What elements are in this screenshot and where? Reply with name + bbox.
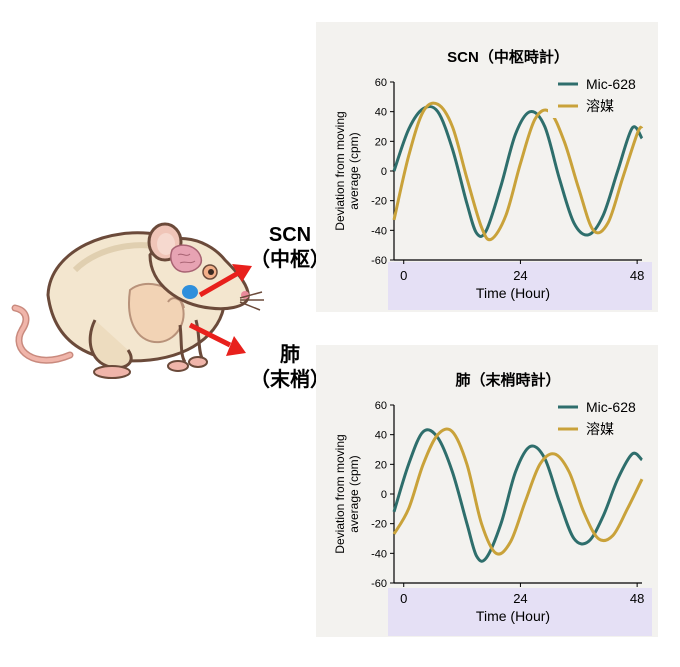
y-tick-label: 40: [375, 430, 387, 442]
y-tick-label: -20: [371, 196, 387, 208]
series-line: [392, 105, 644, 238]
series-line: [392, 428, 644, 563]
y-tick-label: -40: [371, 548, 387, 560]
y-tick-label: 60: [375, 400, 387, 412]
scn-sublabel: （中枢）: [250, 249, 330, 271]
legend-label: 溶媒: [586, 98, 614, 114]
y-tick-label: 20: [375, 136, 387, 148]
x-axis-label: Time (Hour): [476, 608, 550, 624]
y-tick-label: -60: [371, 255, 387, 267]
y-tick-label: 0: [381, 489, 387, 501]
y-axis-label: Deviation from moving: [333, 111, 347, 230]
y-tick-label: 60: [375, 77, 387, 89]
lung-sublabel: （末梢）: [250, 369, 330, 391]
legend-label: Mic-628: [586, 399, 636, 415]
legend: Mic-628 溶媒: [548, 393, 656, 441]
series-line: [392, 101, 644, 242]
x-tick-label: 48: [630, 268, 644, 283]
x-tick-label: 24: [513, 591, 527, 606]
chart-title: SCN（中枢時計）: [447, 48, 569, 66]
series-line: [392, 427, 644, 556]
legend-box: [548, 393, 656, 441]
lung-chart: 肺（末梢時計） -60 -40 -20 0 20 40 60 0 24 48 Time (Hour) D…: [333, 371, 656, 624]
lung-chart-axis-band: [388, 588, 652, 636]
mouse-illustration: [11, 222, 264, 379]
x-tick-label: 48: [630, 591, 644, 606]
arrow-to-scn-icon: [198, 264, 252, 298]
scn-chart: SCN（中枢時計） -60 -40 -20 0 20 40 60 0 24 48 Time (Hour…: [333, 48, 656, 301]
scn-chart-axis-band: [388, 262, 652, 310]
y-tick-label: -60: [371, 578, 387, 590]
y-tick-label: -20: [371, 519, 387, 531]
legend-label: 溶媒: [586, 421, 614, 437]
legend: Mic-628 溶媒: [548, 70, 656, 118]
y-tick-label: -40: [371, 225, 387, 237]
y-axis-label: Deviation from moving: [333, 434, 347, 553]
legend-label: Mic-628: [586, 76, 636, 92]
legend-box: [548, 70, 656, 118]
x-axis-label: Time (Hour): [476, 285, 550, 301]
chart-title: 肺（末梢時計）: [455, 371, 560, 389]
y-tick-label: 40: [375, 107, 387, 119]
x-tick-label: 0: [400, 591, 407, 606]
lung-label: 肺: [280, 344, 300, 366]
x-tick-label: 0: [400, 268, 407, 283]
y-axis-label: average (cpm): [347, 455, 361, 532]
arrow-to-lung-icon: [188, 322, 246, 356]
y-tick-label: 0: [381, 166, 387, 178]
y-axis-label: average (cpm): [347, 132, 361, 209]
x-tick-label: 24: [513, 268, 527, 283]
scn-label: SCN: [268, 224, 312, 246]
y-tick-label: 20: [375, 459, 387, 471]
